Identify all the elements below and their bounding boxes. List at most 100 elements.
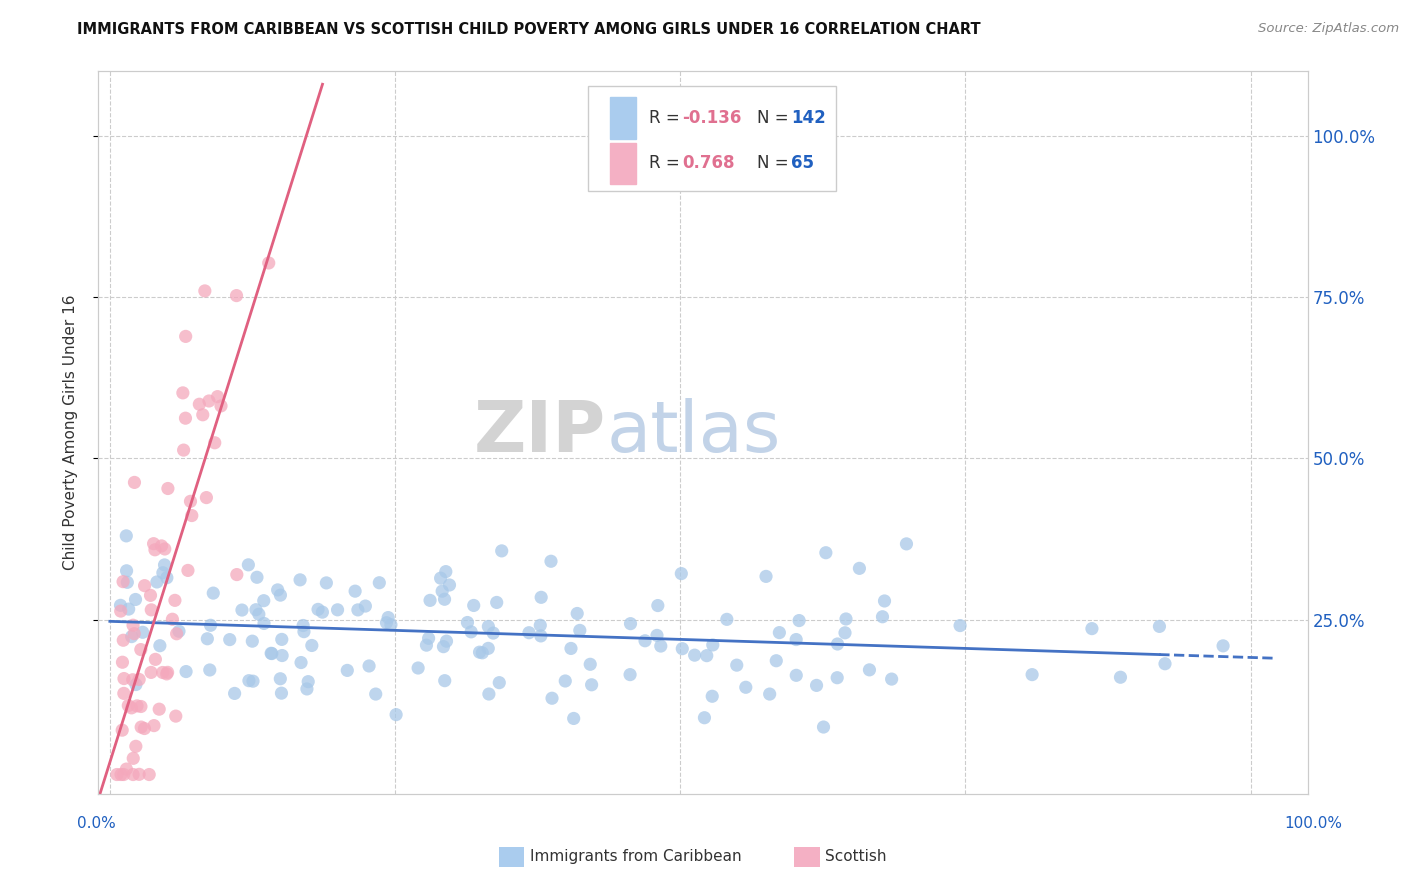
- Point: [357, 659, 380, 673]
- Point: [880, 672, 903, 686]
- Point: [835, 612, 858, 626]
- Point: [125, 698, 148, 713]
- Y-axis label: Child Poverty Among Girls Under 16: Child Poverty Among Girls Under 16: [63, 295, 77, 570]
- Point: [418, 632, 440, 646]
- Point: [949, 618, 972, 632]
- Point: [634, 633, 657, 648]
- Point: [153, 541, 176, 556]
- Point: [174, 411, 197, 425]
- FancyBboxPatch shape: [588, 86, 837, 191]
- Point: [253, 593, 276, 607]
- Point: [581, 678, 603, 692]
- Point: [129, 699, 152, 714]
- Point: [117, 575, 139, 590]
- Point: [813, 720, 835, 734]
- Point: [415, 638, 437, 652]
- Point: [245, 603, 267, 617]
- Point: [290, 656, 312, 670]
- Point: [468, 645, 491, 659]
- Point: [225, 567, 247, 582]
- Point: [166, 626, 188, 640]
- Point: [129, 720, 152, 734]
- Point: [224, 686, 246, 700]
- Point: [257, 256, 280, 270]
- Point: [269, 672, 291, 686]
- Text: IMMIGRANTS FROM CARIBBEAN VS SCOTTISH CHILD POVERTY AMONG GIRLS UNDER 16 CORRELA: IMMIGRANTS FROM CARIBBEAN VS SCOTTISH CH…: [77, 22, 981, 37]
- Point: [242, 674, 264, 689]
- Point: [202, 586, 225, 600]
- Point: [814, 546, 837, 560]
- Text: N =: N =: [758, 154, 794, 172]
- Point: [198, 394, 221, 409]
- Point: [121, 630, 143, 644]
- Point: [179, 494, 201, 508]
- Point: [439, 578, 461, 592]
- Point: [1081, 622, 1104, 636]
- Point: [111, 723, 134, 738]
- Point: [434, 565, 457, 579]
- Point: [872, 609, 894, 624]
- Point: [1149, 619, 1171, 633]
- Point: [122, 767, 145, 781]
- Point: [156, 667, 179, 681]
- Point: [125, 677, 148, 691]
- Point: [491, 544, 513, 558]
- Point: [375, 615, 398, 630]
- Text: 142: 142: [792, 110, 825, 128]
- Point: [191, 408, 214, 422]
- Point: [619, 616, 641, 631]
- Point: [139, 665, 162, 680]
- Point: [725, 658, 748, 673]
- Point: [702, 638, 724, 652]
- Point: [145, 652, 167, 666]
- Point: [270, 686, 292, 700]
- Point: [873, 594, 896, 608]
- Point: [112, 574, 135, 589]
- Point: [172, 385, 194, 400]
- Point: [111, 655, 134, 669]
- Point: [165, 709, 187, 723]
- Point: [488, 675, 510, 690]
- FancyBboxPatch shape: [610, 143, 637, 185]
- Point: [297, 674, 319, 689]
- Point: [110, 604, 132, 618]
- Point: [433, 592, 456, 607]
- Point: [204, 435, 226, 450]
- Point: [142, 536, 165, 550]
- Point: [156, 482, 179, 496]
- Point: [121, 673, 143, 687]
- Point: [406, 661, 429, 675]
- Point: [456, 615, 478, 630]
- Point: [134, 579, 156, 593]
- Point: [758, 687, 780, 701]
- Point: [118, 602, 141, 616]
- Point: [246, 570, 269, 584]
- Point: [619, 667, 641, 681]
- Point: [560, 641, 582, 656]
- Point: [702, 690, 724, 704]
- Point: [209, 399, 232, 413]
- Point: [530, 591, 553, 605]
- Point: [755, 569, 778, 583]
- Point: [292, 618, 315, 632]
- Point: [478, 687, 501, 701]
- Point: [148, 702, 170, 716]
- Point: [266, 582, 288, 597]
- Point: [671, 641, 693, 656]
- Point: [540, 554, 562, 568]
- Point: [858, 663, 880, 677]
- Text: R =: R =: [648, 154, 685, 172]
- Text: atlas: atlas: [606, 398, 780, 467]
- Point: [787, 614, 810, 628]
- Point: [647, 599, 669, 613]
- Point: [1109, 670, 1132, 684]
- Point: [579, 657, 602, 672]
- Point: [827, 637, 849, 651]
- Point: [295, 681, 318, 696]
- Text: ZIP: ZIP: [474, 398, 606, 467]
- Point: [288, 573, 311, 587]
- Text: 0.0%: 0.0%: [77, 816, 117, 831]
- Point: [419, 593, 441, 607]
- Point: [765, 654, 787, 668]
- Point: [270, 632, 292, 647]
